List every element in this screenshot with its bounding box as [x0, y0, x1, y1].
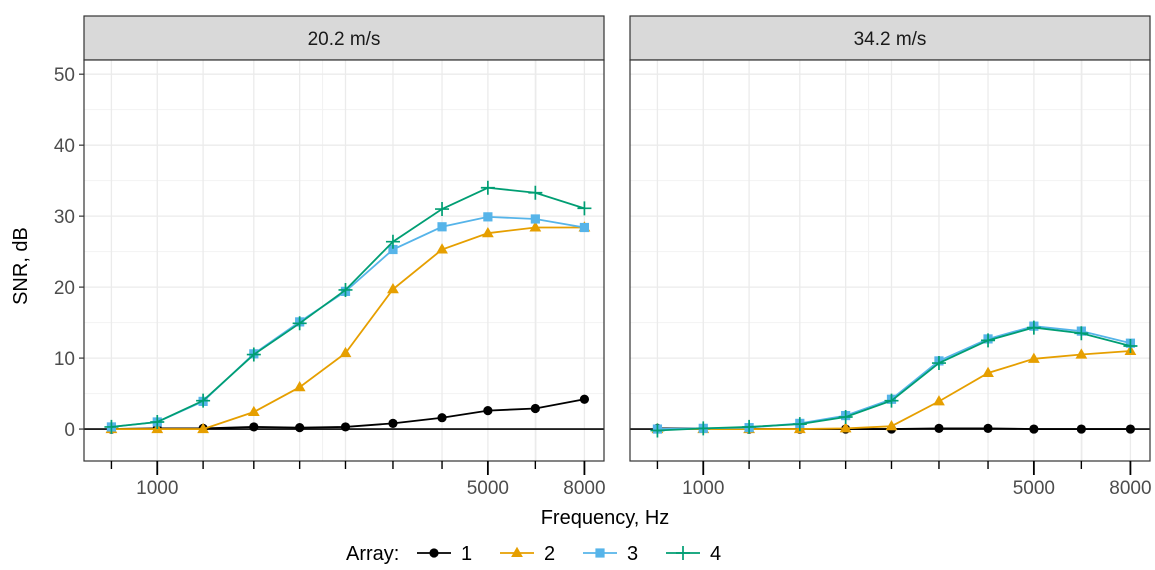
- data-point: [246, 347, 261, 362]
- data-point: [435, 202, 450, 217]
- data-point: [530, 214, 540, 224]
- facet-panel-1: 20.2 m/s 1000 5000 8000 0 10 20 30 40 50: [54, 15, 606, 499]
- legend-title: Array:: [346, 543, 399, 565]
- facet-panels: 20.2 m/s 1000 5000 8000 0 10 20 30 40 50 34.2 m/s 1…: [54, 15, 1152, 499]
- data-point: [150, 414, 165, 429]
- data-point: [838, 409, 853, 424]
- data-point: [933, 395, 945, 406]
- x-tick-label: 5000: [1013, 478, 1055, 499]
- data-point: [884, 393, 899, 408]
- data-point: [437, 413, 447, 423]
- legend-label: 2: [544, 543, 555, 565]
- data-point: [1125, 424, 1136, 434]
- legend: Array: 1 2 3 4: [346, 543, 721, 565]
- data-point: [696, 421, 711, 436]
- x-tick-label: 5000: [467, 478, 509, 499]
- legend-key-marker: [429, 548, 439, 558]
- data-point: [1074, 326, 1089, 341]
- data-point: [885, 420, 898, 431]
- data-point: [579, 394, 590, 404]
- x-tick-label: 1000: [136, 478, 178, 499]
- plot-background: [84, 60, 604, 461]
- data-point: [650, 423, 665, 438]
- data-point: [839, 422, 852, 433]
- data-point: [481, 226, 494, 238]
- data-point: [247, 405, 260, 417]
- facet-strip-label: 34.2 m/s: [854, 29, 927, 50]
- data-point: [293, 380, 306, 392]
- data-point: [528, 185, 543, 200]
- legend-items: 1 2 3 4: [417, 543, 721, 565]
- y-tick-label: 0: [64, 420, 75, 441]
- legend-label: 4: [710, 543, 721, 565]
- data-point: [742, 419, 757, 434]
- data-point: [437, 222, 447, 232]
- data-point: [436, 243, 448, 254]
- data-point: [1123, 339, 1138, 354]
- data-point: [292, 316, 307, 331]
- x-tick-label: 1000: [682, 478, 724, 499]
- data-point: [483, 406, 493, 416]
- panel-border: [629, 59, 1151, 462]
- panel-border: [83, 59, 605, 462]
- data-point: [388, 418, 398, 428]
- data-point: [1027, 352, 1040, 363]
- data-point: [792, 417, 807, 432]
- legend-key-marker: [511, 546, 523, 558]
- data-point: [483, 212, 493, 222]
- data-point: [387, 283, 399, 294]
- data-point: [339, 346, 352, 358]
- legend-item-2: 2: [500, 543, 555, 565]
- data-point: [295, 423, 305, 433]
- y-tick-label: 50: [54, 65, 75, 86]
- data-point: [340, 422, 351, 432]
- data-point: [480, 180, 495, 195]
- legend-label: 1: [461, 543, 472, 565]
- legend-label: 3: [627, 543, 638, 565]
- x-tick-label: 8000: [1109, 478, 1151, 499]
- x-tick-label: 8000: [563, 478, 605, 499]
- y-tick-label: 30: [54, 207, 75, 228]
- data-point: [982, 366, 994, 378]
- legend-key-marker: [595, 548, 605, 558]
- legend-item-1: 1: [417, 543, 472, 565]
- data-point: [196, 393, 211, 408]
- data-point: [934, 423, 944, 433]
- data-point: [983, 423, 993, 433]
- y-tick-label: 40: [54, 136, 75, 157]
- data-point: [529, 221, 542, 232]
- data-point: [338, 282, 353, 297]
- y-tick-label: 10: [54, 349, 75, 370]
- facet-panel-2: 34.2 m/s 1000 5000 8000: [629, 15, 1152, 499]
- data-point: [981, 333, 996, 348]
- series-4: [650, 320, 1138, 438]
- data-point: [530, 403, 540, 414]
- data-point: [1076, 424, 1086, 434]
- data-point: [249, 422, 259, 432]
- legend-key-marker: [676, 546, 690, 560]
- facet-strip-label: 20.2 m/s: [308, 29, 381, 50]
- data-point: [1075, 348, 1088, 359]
- facet-strip: [83, 15, 605, 61]
- data-point: [104, 419, 119, 434]
- data-point: [388, 244, 398, 255]
- series-4: [104, 180, 592, 434]
- data-point: [385, 234, 400, 249]
- y-axis-title: SNR, dB: [10, 227, 32, 305]
- data-point: [1029, 424, 1039, 434]
- data-point: [197, 422, 209, 434]
- plot-background: [630, 60, 1150, 461]
- legend-item-3: 3: [583, 543, 638, 565]
- data-point: [931, 356, 946, 371]
- y-tick-label: 20: [54, 278, 75, 299]
- data-point: [577, 201, 592, 216]
- legend-item-4: 4: [666, 543, 721, 565]
- x-axis-title: Frequency, Hz: [541, 507, 670, 529]
- data-point: [579, 222, 590, 233]
- data-point: [1026, 320, 1041, 335]
